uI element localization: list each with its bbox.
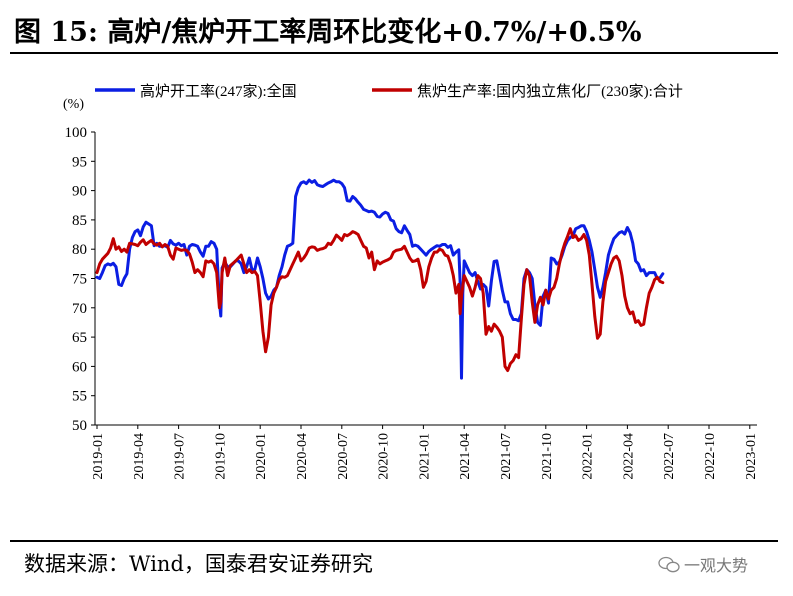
x-tick-label: 2020-10	[377, 433, 392, 480]
x-tick-label: 2020-04	[295, 433, 310, 480]
title-rule	[10, 52, 778, 54]
watermark-text: 一观大势	[684, 556, 749, 575]
y-tick-label: 95	[72, 154, 87, 170]
legend-label-1: 焦炉生产率:国内独立焦化厂(230家):合计	[417, 83, 683, 100]
x-tick-label: 2022-01	[581, 433, 596, 480]
x-tick-label: 2019-01	[91, 433, 106, 480]
chart-legend: 高炉开工率(247家):全国 焦炉生产率:国内独立焦化厂(230家):合计	[95, 82, 683, 100]
x-tick-label: 2019-10	[213, 433, 228, 480]
x-tick-label: 2019-04	[132, 433, 147, 480]
y-axis-label: (%)	[63, 97, 84, 112]
x-tick-label: 2021-10	[540, 433, 555, 480]
series-line-1	[95, 227, 665, 372]
legend-label-0: 高炉开工率(247家):全国	[140, 82, 297, 100]
x-tick-label: 2023-01	[744, 433, 759, 480]
y-tick-label: 60	[72, 359, 87, 375]
y-tick-label: 70	[72, 301, 87, 317]
watermark: 一观大势	[658, 552, 748, 576]
page-title: 图 15: 高炉/焦炉开工率周环比变化+0.7%/+0.5%	[14, 17, 642, 48]
x-tick-label: 2021-01	[417, 433, 432, 480]
x-tick-label: 2020-01	[254, 433, 269, 480]
chart-axes: 50 55 60 65 70 75 80 85 90 95 100 2019-01 2019-04 201…	[65, 125, 759, 480]
y-tick-label: 85	[72, 213, 87, 229]
chat-bubble-icon	[658, 556, 680, 573]
y-tick-label: 90	[72, 184, 87, 200]
y-tick-label: 100	[65, 125, 88, 141]
y-tick-label: 50	[72, 418, 87, 434]
x-tick-label: 2022-04	[621, 433, 636, 480]
source-rule	[10, 540, 778, 542]
x-tick-label: 2019-07	[173, 433, 188, 480]
source-note: 数据来源：Wind，国泰君安证券研究	[24, 552, 373, 576]
y-tick-label: 80	[72, 242, 87, 258]
x-tick-label: 2020-07	[336, 433, 351, 480]
line-chart: 高炉开工率(247家):全国 焦炉生产率:国内独立焦化厂(230家):合计 (%)…	[63, 82, 759, 480]
y-tick-label: 65	[72, 330, 87, 346]
series-layer	[95, 178, 665, 380]
x-tick-label: 2021-07	[499, 433, 514, 480]
y-tick-label: 75	[72, 272, 87, 288]
x-tick-label: 2022-07	[662, 433, 677, 480]
y-tick-label: 55	[72, 389, 87, 405]
series-line-0	[95, 178, 665, 380]
x-tick-label: 2021-04	[458, 433, 473, 480]
x-tick-label: 2022-10	[703, 433, 718, 480]
